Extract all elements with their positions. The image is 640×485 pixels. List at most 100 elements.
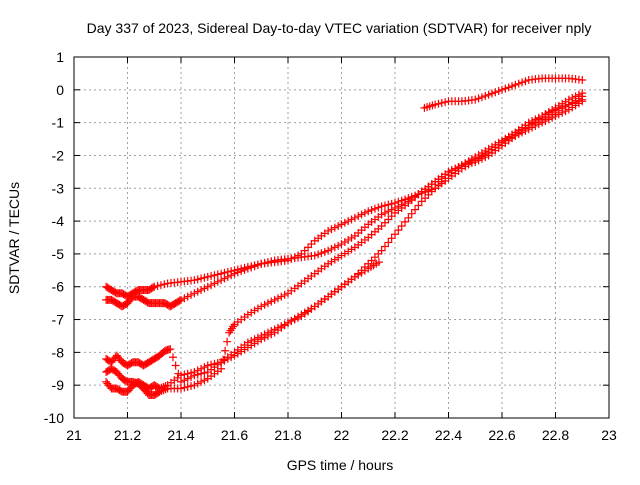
data-point	[227, 324, 236, 333]
y-tick-label: 0	[56, 82, 64, 98]
data-point	[528, 120, 537, 129]
data-point	[267, 330, 276, 339]
data-point	[407, 209, 416, 218]
data-point	[230, 266, 239, 275]
data-point	[250, 261, 259, 270]
data-point	[240, 263, 249, 272]
data-point	[501, 134, 510, 143]
data-point	[544, 112, 553, 121]
data-point	[380, 242, 389, 251]
data-point	[197, 286, 206, 295]
data-point	[377, 246, 386, 255]
data-point	[357, 268, 366, 277]
data-point	[491, 88, 500, 97]
data-point	[477, 93, 486, 102]
data-point	[187, 368, 196, 377]
data-point	[263, 299, 272, 308]
data-point	[253, 260, 262, 269]
data-point	[467, 155, 476, 164]
data-point	[350, 213, 359, 222]
data-point	[374, 203, 383, 212]
data-point	[223, 354, 232, 363]
data-point	[217, 364, 226, 373]
data-point	[227, 267, 236, 276]
data-point	[431, 100, 440, 109]
y-tick-label: -5	[52, 246, 65, 262]
x-tick-label: 22.2	[381, 427, 408, 443]
data-point	[354, 270, 363, 279]
data-point	[337, 240, 346, 249]
data-point	[391, 230, 399, 239]
data-point	[444, 167, 453, 176]
y-tick-label: -9	[52, 377, 65, 393]
data-point	[514, 79, 523, 88]
data-point	[344, 247, 353, 256]
data-point	[307, 240, 316, 249]
data-point	[253, 337, 262, 346]
data-point	[337, 220, 346, 229]
series-track-4	[102, 258, 383, 396]
data-point	[441, 98, 450, 107]
data-point	[243, 263, 252, 272]
data-point	[257, 302, 266, 311]
data-point	[384, 238, 393, 247]
data-point	[220, 268, 229, 277]
data-point	[197, 274, 206, 283]
data-point	[347, 245, 356, 254]
data-point	[324, 246, 333, 255]
data-point	[193, 287, 202, 296]
data-point	[538, 115, 547, 124]
data-point	[384, 215, 393, 224]
data-point	[203, 272, 212, 281]
data-point	[350, 272, 359, 281]
data-point	[280, 290, 289, 299]
x-tick-label: 21.4	[167, 427, 194, 443]
data-point	[193, 366, 202, 375]
data-point	[340, 218, 349, 227]
data-point	[491, 140, 500, 149]
data-point	[177, 371, 185, 380]
x-tick-label: 22.8	[542, 427, 569, 443]
data-point	[548, 110, 557, 119]
data-point	[200, 363, 209, 372]
data-point	[221, 346, 230, 355]
data-point	[377, 202, 386, 211]
data-point	[578, 92, 587, 101]
data-point	[159, 386, 168, 395]
x-tick-label: 22.4	[435, 427, 462, 443]
y-tick-label: -7	[52, 312, 65, 328]
y-tick-label: -4	[52, 213, 65, 229]
data-point	[213, 270, 222, 279]
data-point	[190, 276, 199, 285]
data-point	[180, 294, 189, 303]
data-point	[551, 108, 560, 117]
data-point	[414, 201, 423, 210]
data-point	[220, 356, 229, 365]
data-point	[253, 304, 262, 313]
data-point	[424, 190, 433, 199]
data-point	[183, 382, 192, 391]
data-point	[524, 121, 533, 130]
data-point	[344, 235, 353, 244]
data-point	[474, 94, 483, 103]
data-point	[160, 280, 169, 289]
data-point	[464, 157, 473, 166]
data-point	[504, 83, 513, 92]
data-point	[297, 249, 306, 258]
data-point	[223, 337, 232, 346]
data-point	[217, 269, 226, 278]
data-point	[498, 136, 506, 145]
data-point	[568, 98, 577, 107]
data-point	[397, 196, 406, 205]
y-tick-label: -6	[52, 279, 65, 295]
y-tick-label: -1	[52, 115, 65, 131]
data-point	[175, 296, 184, 305]
data-point	[200, 273, 209, 282]
data-point	[243, 343, 252, 352]
data-point	[454, 162, 463, 171]
x-tick-label: 22.6	[488, 427, 515, 443]
data-point	[180, 370, 189, 379]
y-tick-label: -2	[52, 147, 65, 163]
data-point	[330, 243, 339, 252]
